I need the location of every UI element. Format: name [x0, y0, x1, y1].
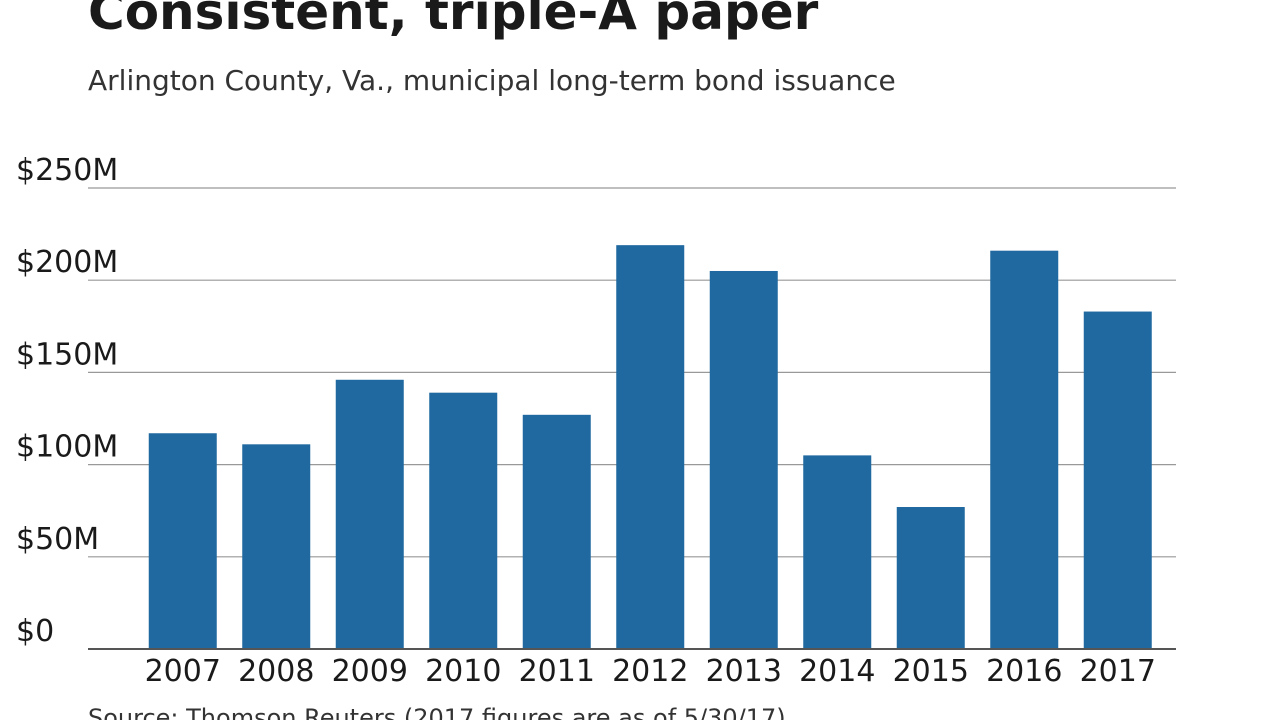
x-tick-label: 2017 [1080, 654, 1156, 689]
y-tick-label: $150M [16, 337, 118, 372]
x-tick-label: 2009 [332, 654, 408, 689]
bar-2008 [242, 444, 311, 649]
bars [148, 245, 1152, 650]
bar-2014 [803, 455, 872, 649]
x-axis-ticks: 2007 2008 2009 2010 2011 2012 2013 2014 2015 2016… [145, 654, 1156, 689]
y-tick-label: $200M [16, 245, 118, 280]
x-tick-label: 2007 [145, 654, 221, 689]
bar-2017 [1083, 311, 1152, 649]
bar-2011 [522, 414, 591, 649]
x-tick-label: 2010 [425, 654, 501, 689]
x-tick-label: 2016 [986, 654, 1062, 689]
y-tick-label: $250M [16, 153, 118, 188]
bar-2010 [429, 392, 498, 649]
bar-2015 [896, 507, 965, 649]
x-tick-label: 2014 [799, 654, 875, 689]
y-tick-label: $0 [16, 614, 54, 649]
y-axis-ticks: $0 $50M $100M $150M $200M $250M [16, 153, 118, 649]
bar-2009 [335, 379, 404, 649]
bar-2007 [148, 433, 217, 649]
x-tick-label: 2015 [893, 654, 969, 689]
bar-2012 [616, 245, 685, 649]
y-tick-label: $100M [16, 430, 118, 465]
y-tick-label: $50M [16, 522, 99, 557]
x-tick-label: 2011 [519, 654, 595, 689]
chart-subtitle: Arlington County, Va., municipal long-te… [88, 64, 896, 97]
chart-title: Consistent, triple-A paper [88, 0, 819, 41]
x-tick-label: 2012 [612, 654, 688, 689]
x-tick-label: 2013 [706, 654, 782, 689]
x-tick-label: 2008 [238, 654, 314, 689]
bar-2013 [709, 270, 778, 649]
chart-source: Source: Thomson Reuters (2017 figures ar… [88, 704, 786, 720]
bar-2016 [990, 250, 1059, 650]
